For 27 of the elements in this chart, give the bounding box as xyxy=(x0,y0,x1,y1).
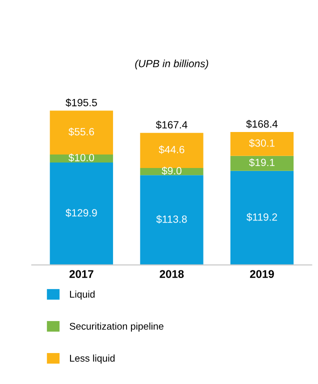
bar xyxy=(230,156,294,171)
bar xyxy=(50,110,114,155)
data-label: $10.0 xyxy=(68,153,94,162)
bar xyxy=(230,170,294,265)
data-label: $9.0 xyxy=(162,166,182,176)
data-label: $129.9 xyxy=(66,208,97,218)
legend-label: Liquid xyxy=(70,290,95,300)
legend-label: Less liquid xyxy=(70,354,115,364)
total-label: $168.4 xyxy=(246,120,278,128)
total-label: $195.5 xyxy=(66,98,97,107)
legend-label: Securitization pipeline xyxy=(70,322,164,332)
x-tick-label: 2019 xyxy=(250,270,274,278)
bar xyxy=(50,154,114,162)
data-label: $55.6 xyxy=(68,128,94,136)
data-label: $113.8 xyxy=(156,215,187,224)
data-label: $30.1 xyxy=(249,138,275,148)
bar xyxy=(230,132,294,156)
bar xyxy=(140,132,204,168)
bar xyxy=(140,175,204,265)
total-label: $167.4 xyxy=(156,120,188,130)
chart-title: (UPB in billions) xyxy=(135,60,208,70)
x-tick-label: 2018 xyxy=(160,270,184,278)
data-label: $119.2 xyxy=(246,212,278,222)
data-label: $19.1 xyxy=(249,158,275,167)
x-tick-label: 2017 xyxy=(69,270,94,278)
data-label: $44.6 xyxy=(158,145,184,154)
bar xyxy=(50,162,114,265)
